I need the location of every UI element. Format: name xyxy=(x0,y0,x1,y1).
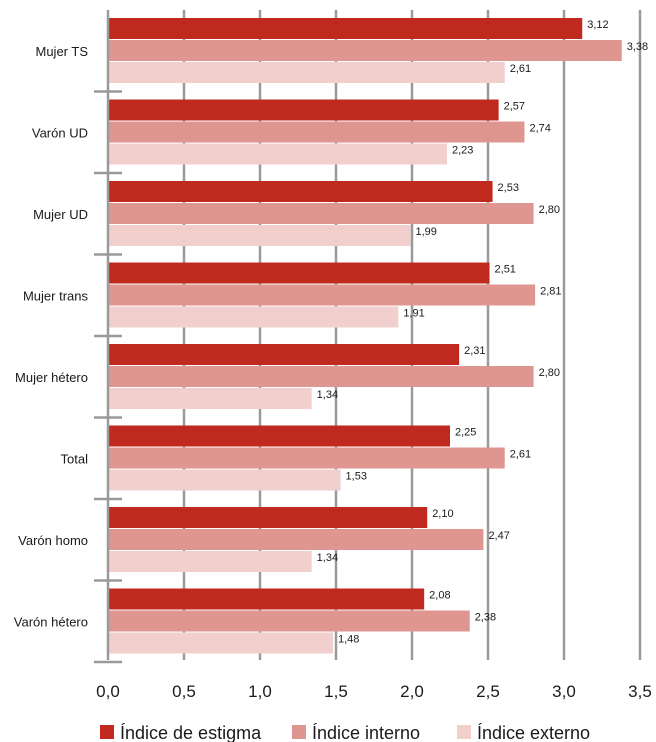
value-label-5-1: 2,31 xyxy=(464,345,485,357)
category-label-2: Varón UD xyxy=(32,126,88,141)
value-label-1-3: 2,61 xyxy=(510,63,531,75)
bar-7-1 xyxy=(108,507,428,528)
value-label-3-1: 2,53 xyxy=(498,182,519,194)
x-tick-label-4: 2,0 xyxy=(400,682,424,701)
bar-1-1 xyxy=(108,18,583,39)
bar-7-2 xyxy=(108,529,484,550)
bar-6-2 xyxy=(108,447,505,469)
value-label-7-2: 2,47 xyxy=(488,530,509,542)
value-label-4-1: 2,51 xyxy=(495,264,516,276)
value-label-4-3: 1,91 xyxy=(403,308,424,320)
bar-8-1 xyxy=(108,588,425,610)
bar-4-2 xyxy=(108,284,536,306)
bar-6-3 xyxy=(108,469,341,491)
bar-6-1 xyxy=(108,425,450,447)
value-label-3-2: 2,80 xyxy=(539,204,560,216)
legend-swatch-1 xyxy=(100,725,114,739)
x-tick-label-6: 3,0 xyxy=(552,682,576,701)
x-tick-label-0: 0,0 xyxy=(96,682,120,701)
category-label-6: Total xyxy=(61,452,89,467)
category-label-1: Mujer TS xyxy=(36,44,89,59)
x-tick-label-3: 1,5 xyxy=(324,682,348,701)
bar-4-1 xyxy=(108,262,490,284)
value-label-6-2: 2,61 xyxy=(510,449,531,461)
value-label-2-2: 2,74 xyxy=(529,123,550,135)
value-label-1-1: 3,12 xyxy=(587,19,608,31)
bar-2-1 xyxy=(108,99,499,121)
bar-5-2 xyxy=(108,366,534,387)
bar-3-2 xyxy=(108,203,534,224)
x-tick-label-2: 1,0 xyxy=(248,682,272,701)
category-label-3: Mujer UD xyxy=(33,207,88,222)
legend-swatch-3 xyxy=(457,725,471,739)
bar-1-3 xyxy=(108,62,505,83)
bar-5-1 xyxy=(108,344,460,365)
value-label-1-2: 3,38 xyxy=(627,41,648,53)
legend-label-1: Índice de estigma xyxy=(120,723,262,742)
legend-label-2: Índice interno xyxy=(312,723,420,742)
legend-swatch-2 xyxy=(292,725,306,739)
category-label-5: Mujer hétero xyxy=(15,370,88,385)
value-label-7-1: 2,10 xyxy=(432,508,453,520)
x-tick-label-5: 2,5 xyxy=(476,682,500,701)
bar-3-1 xyxy=(108,181,493,202)
value-label-8-1: 2,08 xyxy=(429,590,450,602)
value-label-2-3: 2,23 xyxy=(452,145,473,157)
bar-7-3 xyxy=(108,551,312,572)
bar-1-2 xyxy=(108,40,622,61)
value-label-3-3: 1,99 xyxy=(415,226,436,238)
value-label-7-3: 1,34 xyxy=(317,552,338,564)
x-tick-label-1: 0,5 xyxy=(172,682,196,701)
value-label-6-3: 1,53 xyxy=(346,471,367,483)
legend-label-3: Índice externo xyxy=(477,723,590,742)
value-label-6-1: 2,25 xyxy=(455,427,476,439)
value-label-8-2: 2,38 xyxy=(475,612,496,624)
value-label-5-2: 2,80 xyxy=(539,367,560,379)
category-label-4: Mujer trans xyxy=(23,289,89,304)
value-label-4-2: 2,81 xyxy=(540,286,561,298)
x-tick-label-7: 3,5 xyxy=(628,682,652,701)
category-label-8: Varón hétero xyxy=(14,615,88,630)
value-label-5-3: 1,34 xyxy=(317,389,338,401)
bar-4-3 xyxy=(108,306,399,328)
value-label-2-1: 2,57 xyxy=(504,101,525,113)
value-label-8-3: 1,48 xyxy=(338,634,359,646)
category-label-7: Varón homo xyxy=(18,533,88,548)
bar-2-3 xyxy=(108,143,447,165)
bar-3-3 xyxy=(108,225,411,246)
bar-2-2 xyxy=(108,121,525,143)
bar-5-3 xyxy=(108,388,312,409)
bar-8-2 xyxy=(108,610,470,632)
bar-8-3 xyxy=(108,632,333,654)
